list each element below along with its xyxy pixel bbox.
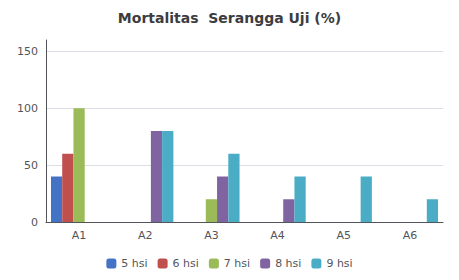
svg-text:A2: A2 (138, 229, 153, 242)
svg-text:7 hsi: 7 hsi (224, 257, 250, 270)
svg-text:A1: A1 (72, 229, 87, 242)
svg-text:100: 100 (17, 102, 38, 115)
svg-text:0: 0 (31, 216, 38, 229)
svg-text:6 hsi: 6 hsi (173, 257, 199, 270)
svg-text:A5: A5 (336, 229, 351, 242)
svg-text:150: 150 (17, 45, 38, 58)
svg-text:A3: A3 (204, 229, 219, 242)
svg-text:Mortalitas Serangga Uji (%): Mortalitas Serangga Uji (%) (118, 10, 341, 26)
svg-text:50: 50 (24, 159, 38, 172)
svg-text:A6: A6 (403, 229, 418, 242)
svg-text:8 hsi: 8 hsi (275, 257, 301, 270)
svg-text:5 hsi: 5 hsi (121, 257, 147, 270)
svg-text:9 hsi: 9 hsi (326, 257, 352, 270)
svg-text:A4: A4 (270, 229, 285, 242)
